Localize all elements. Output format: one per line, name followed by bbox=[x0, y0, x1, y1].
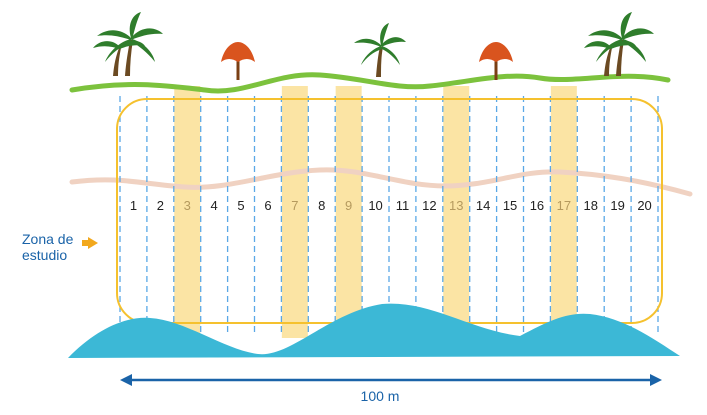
transect-labels: 1 2 3 4 5 6 7 8 9 10 11 12 13 14 15 16 17 18 19 20 bbox=[130, 198, 652, 213]
transect-label: 16 bbox=[530, 198, 544, 213]
transect-label: 9 bbox=[345, 198, 352, 213]
arrow-right-icon-stem bbox=[82, 240, 90, 246]
grass-line bbox=[69, 72, 671, 94]
transect-label: 1 bbox=[130, 198, 137, 213]
shoreline-wave bbox=[69, 167, 693, 197]
palm-tree-icon bbox=[584, 12, 654, 76]
highlighted-transect-bands bbox=[174, 86, 577, 338]
transect-label: 14 bbox=[476, 198, 490, 213]
transect-label: 6 bbox=[264, 198, 271, 213]
highlighted-transect-band bbox=[550, 86, 577, 338]
highlighted-transect-band bbox=[443, 86, 470, 338]
transect-label: 13 bbox=[449, 198, 463, 213]
water-waves bbox=[68, 303, 680, 358]
measure-arrow bbox=[120, 374, 662, 386]
transect-label: 5 bbox=[237, 198, 244, 213]
transect-label: 8 bbox=[318, 198, 325, 213]
transect-label: 10 bbox=[368, 198, 382, 213]
palm-tree-icon bbox=[93, 12, 163, 76]
transect-label: 4 bbox=[211, 198, 218, 213]
arrow-right-icon bbox=[88, 237, 98, 249]
highlighted-transect-band bbox=[174, 86, 201, 338]
transect-label: 18 bbox=[584, 198, 598, 213]
transect-label: 15 bbox=[503, 198, 517, 213]
transect-label: 11 bbox=[396, 198, 410, 213]
transect-label: 2 bbox=[157, 198, 164, 213]
beach-umbrella-icon bbox=[479, 42, 513, 80]
palm-tree-icon bbox=[354, 23, 406, 77]
beach-umbrella-icon bbox=[221, 42, 255, 80]
highlighted-transect-band bbox=[281, 86, 308, 338]
transect-lines bbox=[119, 96, 659, 332]
transect-label: 3 bbox=[184, 198, 191, 213]
study-zone-label: Zona de estudio bbox=[22, 231, 94, 263]
transect-label: 7 bbox=[291, 198, 298, 213]
transect-label: 20 bbox=[637, 198, 651, 213]
transect-label: 12 bbox=[422, 198, 436, 213]
measure-label: 100 m bbox=[360, 388, 400, 404]
transect-label: 19 bbox=[610, 198, 624, 213]
transect-label: 17 bbox=[557, 198, 571, 213]
study-zone-label-line1: Zona de bbox=[22, 231, 74, 247]
highlighted-transect-band bbox=[335, 86, 362, 338]
study-zone-label-line2: estudio bbox=[22, 247, 68, 263]
